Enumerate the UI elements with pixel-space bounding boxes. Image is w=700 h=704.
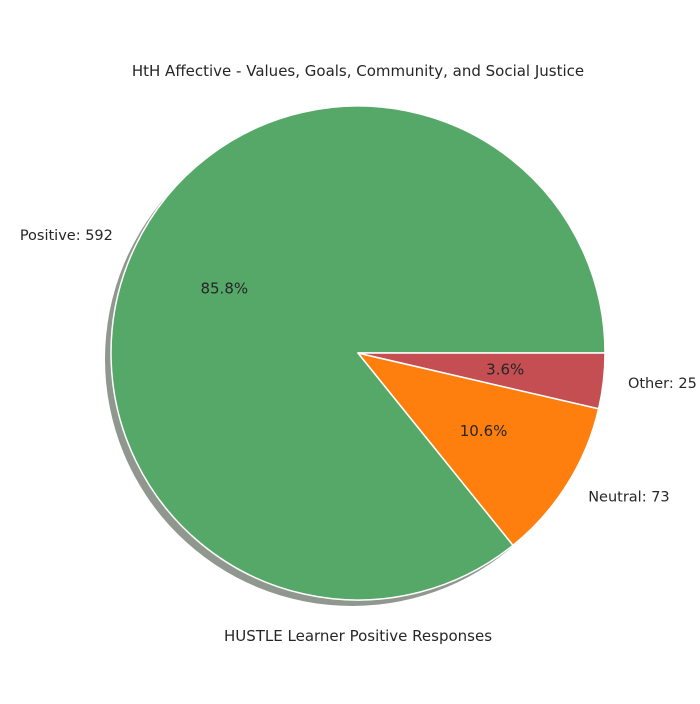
- pie-slice-positive: [110, 105, 606, 601]
- pie-pct-label-other: 3.6%: [486, 360, 524, 378]
- pie-pct-label-positive: 85.8%: [200, 280, 248, 298]
- pie-slice-other: [357, 352, 606, 410]
- pie-outer-label-neutral: Neutral: 73: [588, 489, 669, 505]
- x-axis-label: HUSTLE Learner Positive Responses: [224, 627, 492, 645]
- pie-slice-neutral: [357, 352, 600, 547]
- pie-slices: [110, 105, 606, 601]
- pie-pct-label-neutral: 10.6%: [460, 422, 508, 440]
- pie-outer-label-positive: Positive: 592: [20, 228, 113, 244]
- chart-title: HtH Affective - Values, Goals, Community…: [132, 62, 584, 80]
- pie-outer-label-other: Other: 25: [628, 376, 697, 392]
- pie-labels: 85.8% Positive: 592 10.6% Neutral: 73 3.6% Ot…: [20, 228, 697, 506]
